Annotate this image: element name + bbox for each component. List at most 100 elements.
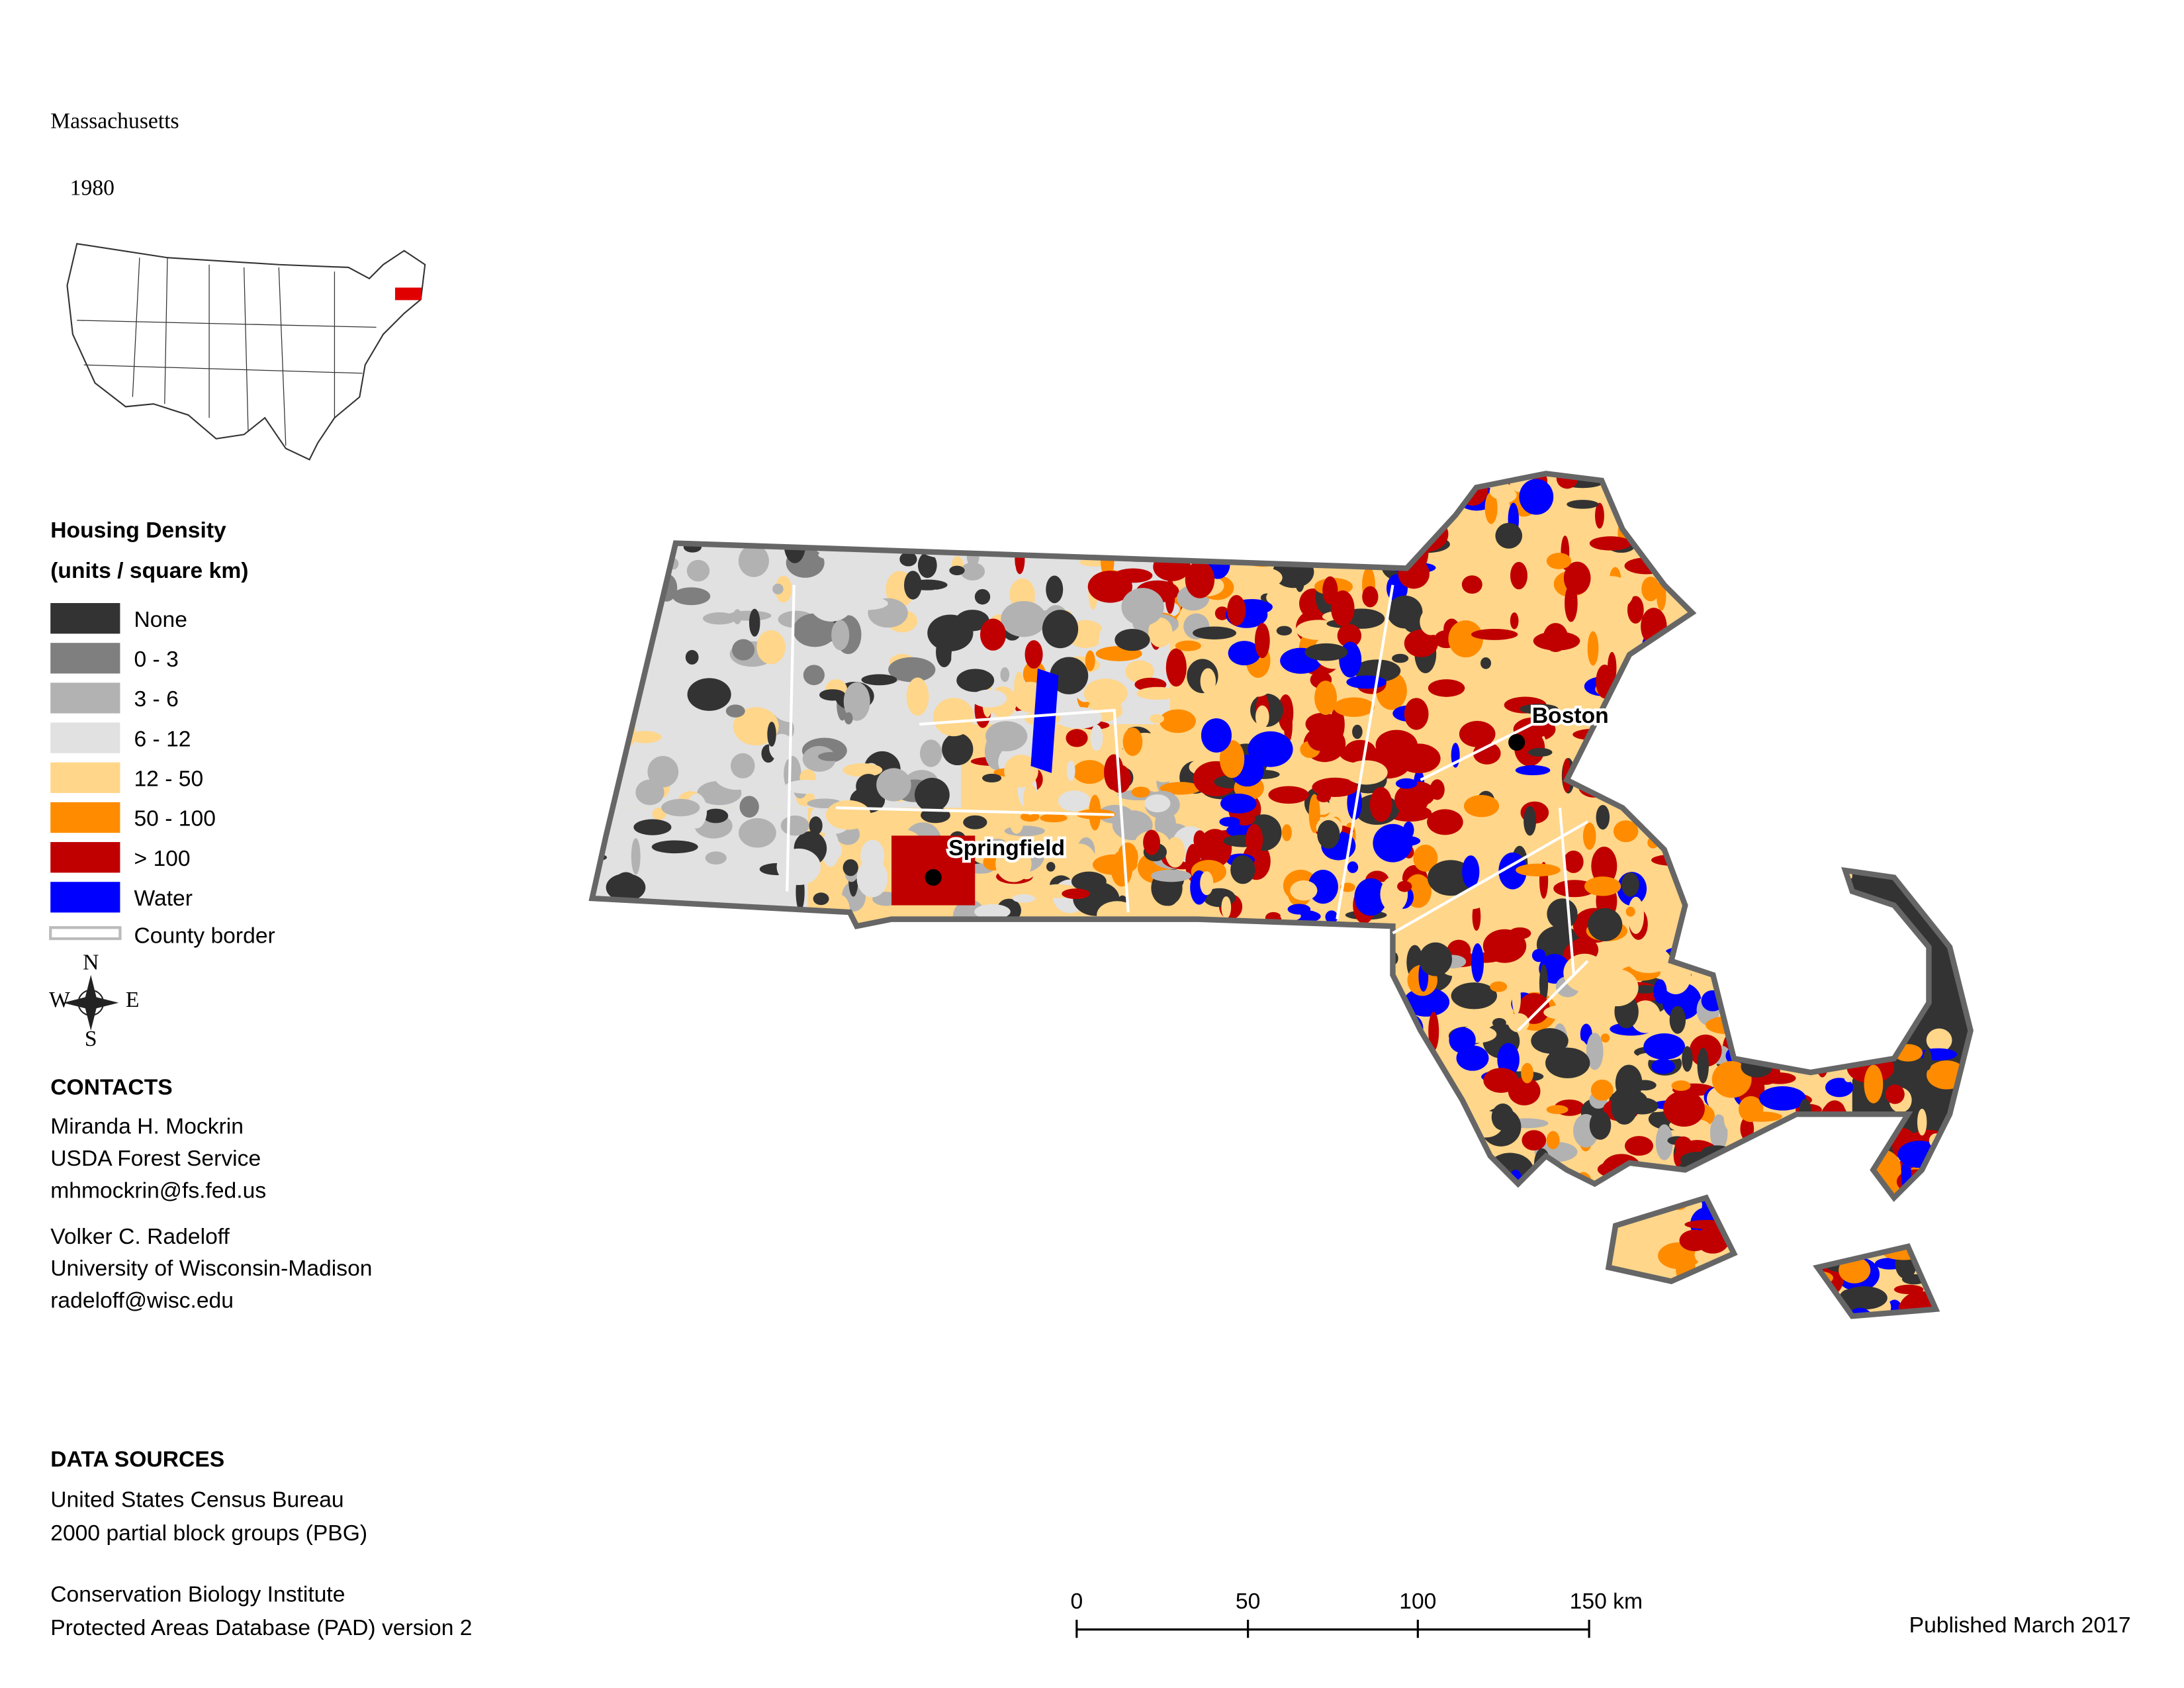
density-patch — [1418, 1185, 1429, 1201]
density-patch — [1198, 829, 1232, 868]
density-patch — [1810, 1164, 1856, 1189]
density-patch — [1312, 777, 1358, 798]
source-line: Conservation Biology Institute — [50, 1583, 345, 1607]
density-patch — [1614, 757, 1628, 767]
density-patch — [1786, 1308, 1819, 1317]
density-patch — [1458, 1187, 1486, 1206]
density-patch — [888, 657, 936, 682]
density-patch — [933, 698, 974, 737]
density-patch — [1451, 982, 1498, 1009]
density-patch — [1711, 1060, 1752, 1098]
density-patch — [1334, 697, 1375, 717]
density-patch — [1150, 761, 1177, 782]
contact-line: mhmockrin@fs.fed.us — [50, 1178, 266, 1203]
density-patch — [1909, 1198, 1936, 1217]
density-patch — [1083, 679, 1128, 708]
published-date: Published March 2017 — [1909, 1613, 2131, 1638]
density-patch — [1715, 949, 1750, 965]
density-patch — [775, 575, 792, 603]
density-patch — [1042, 610, 1079, 649]
map-region — [1719, 877, 1894, 1059]
density-patch — [1770, 1137, 1805, 1166]
density-patch — [1066, 729, 1088, 747]
density-patch — [1764, 1309, 1784, 1317]
density-patch — [1062, 888, 1091, 900]
density-patch — [1287, 904, 1311, 915]
density-patch — [1407, 1100, 1446, 1122]
density-patch — [598, 633, 633, 659]
density-patch — [1601, 1033, 1610, 1043]
density-patch — [1796, 1217, 1817, 1252]
density-patch — [1165, 648, 1187, 687]
density-patch — [974, 588, 991, 605]
density-patch — [1451, 477, 1465, 489]
density-patch — [1596, 968, 1639, 1007]
density-patch — [1653, 979, 1667, 1004]
contact-line: University of Wisconsin-Madison — [50, 1256, 372, 1281]
density-patch — [1463, 794, 1500, 818]
density-patch — [1684, 1175, 1700, 1195]
density-patch — [1520, 704, 1559, 714]
density-patch — [1531, 949, 1546, 962]
density-patch — [1058, 790, 1091, 812]
city-label: Springfield — [948, 836, 1065, 861]
density-patch — [1304, 643, 1348, 661]
density-patch — [1219, 817, 1240, 827]
density-patch — [1390, 1082, 1413, 1119]
density-patch — [876, 768, 911, 802]
density-patch — [1085, 650, 1095, 671]
density-patch — [1185, 561, 1215, 598]
density-patch — [1352, 724, 1363, 739]
density-patch — [1668, 657, 1678, 672]
density-patch — [1362, 586, 1379, 608]
density-patch — [1491, 1103, 1514, 1131]
legend-swatch — [50, 643, 120, 674]
density-patch — [1582, 822, 1596, 850]
density-patch — [1508, 927, 1531, 939]
density-patch — [825, 800, 871, 830]
density-patch — [1290, 880, 1318, 901]
density-patch — [1784, 1128, 1805, 1158]
density-patch — [621, 565, 669, 581]
density-patch — [685, 649, 699, 665]
density-patch — [1160, 782, 1201, 795]
density-patch — [1422, 1140, 1438, 1155]
density-patch — [1322, 576, 1338, 605]
density-patch — [1388, 1099, 1420, 1114]
density-patch — [1311, 731, 1338, 751]
density-patch — [1741, 1177, 1766, 1196]
density-patch — [1090, 724, 1103, 751]
density-patch — [979, 618, 1007, 651]
density-patch — [607, 635, 632, 668]
density-patch — [1594, 728, 1605, 755]
density-patch — [803, 665, 825, 686]
compass-n: N — [83, 950, 99, 974]
density-patch — [1394, 1041, 1404, 1057]
density-patch — [772, 696, 815, 723]
density-patch — [1531, 1028, 1569, 1054]
density-patch — [1643, 1033, 1686, 1060]
density-patch — [960, 562, 985, 581]
density-patch — [1926, 1028, 1952, 1053]
density-patch — [1782, 1293, 1801, 1317]
density-patch — [1422, 1101, 1446, 1132]
density-patch — [1787, 1038, 1811, 1058]
legend-label: 12 - 50 — [134, 767, 203, 791]
density-patch — [1674, 530, 1694, 551]
density-patch — [1459, 720, 1496, 747]
density-patch — [1246, 823, 1263, 856]
density-patch — [1009, 810, 1024, 834]
density-patch — [1403, 821, 1414, 839]
density-patch — [1450, 1133, 1469, 1152]
density-patch — [842, 859, 858, 876]
density-patch — [1587, 631, 1599, 666]
density-patch — [1885, 1084, 1905, 1104]
density-patch — [1825, 1078, 1854, 1098]
density-patch — [842, 763, 883, 777]
density-patch — [1584, 876, 1621, 896]
contact-line: radeloff@wisc.edu — [50, 1289, 234, 1313]
density-patch — [1046, 862, 1056, 872]
density-patch — [647, 755, 679, 788]
legend-label: None — [134, 608, 187, 632]
density-patch — [1220, 793, 1257, 814]
